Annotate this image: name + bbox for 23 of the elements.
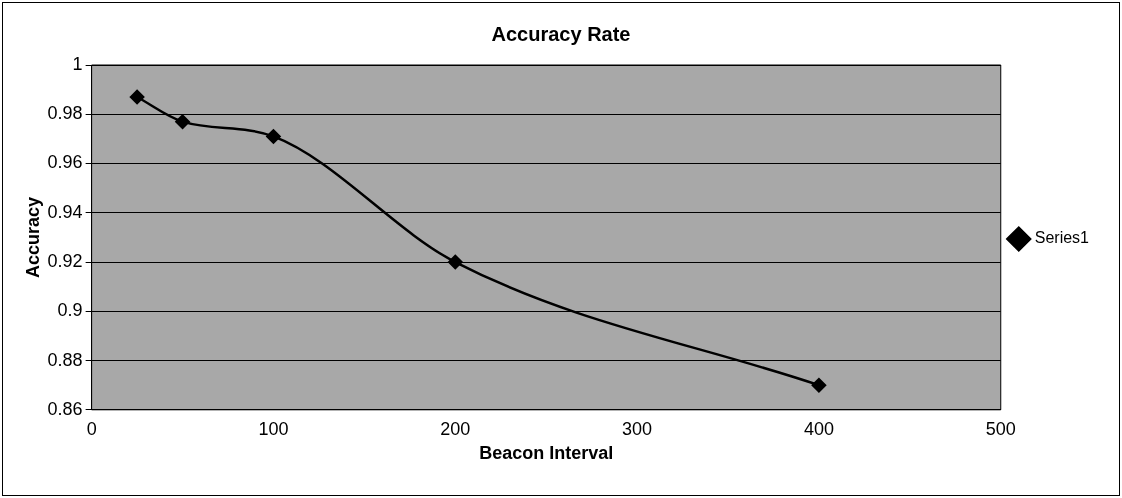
y-tick-label: 0.98	[47, 103, 83, 124]
point	[266, 129, 281, 144]
x-tick-label: 500	[985, 418, 1016, 439]
x-tick-label: 400	[803, 418, 834, 439]
point	[129, 89, 145, 105]
legend-label: Series1	[1034, 229, 1090, 247]
y-tick-label: 0.9	[57, 300, 83, 321]
x-tick-label: 100	[258, 418, 289, 439]
y-tick-label: 0.96	[47, 152, 83, 173]
point	[448, 254, 463, 270]
x-tick-label: 300	[622, 418, 653, 439]
x-tick-label: 0	[86, 418, 97, 439]
y-tick-label: 0.92	[47, 251, 83, 271]
y-tick-label: 0.86	[47, 398, 83, 419]
x-tick-label: 200	[440, 418, 471, 439]
y-tick-label: 0.88	[47, 349, 83, 370]
y-axis-title: Accuracy	[22, 196, 43, 278]
chart-title: Accuracy Rate	[491, 22, 631, 45]
x-axis-title: Beacon Interval	[479, 443, 614, 464]
y-tick-label: 0.94	[47, 201, 83, 222]
point	[175, 114, 190, 129]
y-tick-label: 1	[72, 53, 83, 74]
point	[811, 377, 827, 393]
